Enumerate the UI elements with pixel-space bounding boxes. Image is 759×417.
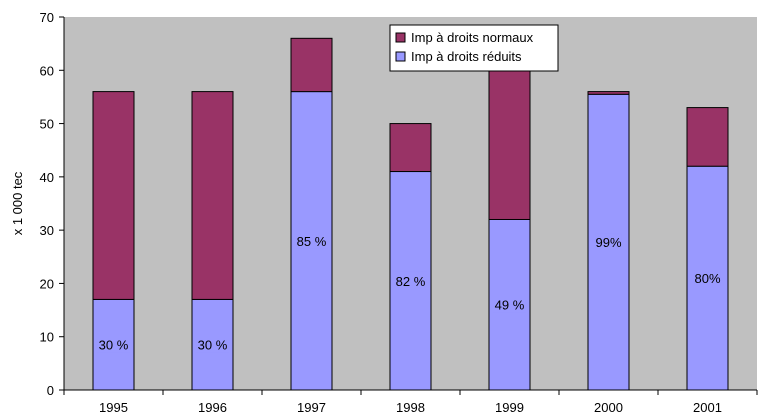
legend-box (389, 24, 559, 72)
legend-swatch-reduits (395, 51, 406, 62)
legend-label-reduits: Imp à droits réduits (411, 49, 522, 64)
y-tick-50: 50 (40, 117, 54, 132)
bar-label-bg-1997 (295, 231, 328, 249)
bar-label-1997: 85 % (297, 234, 327, 249)
legend: Imp à droits normaux Imp à droits réduits (389, 24, 559, 72)
bar-1996-normaux (191, 91, 234, 300)
legend-label-normaux: Imp à droits normaux (411, 30, 534, 45)
y-tick-10: 10 (40, 330, 54, 345)
legend-swatch-normaux (395, 32, 406, 43)
y-tick-60: 60 (40, 63, 54, 78)
x-tick-2000: 2000 (594, 400, 623, 415)
bar-label-1999: 49 % (495, 298, 525, 313)
bar-2001-normaux (686, 107, 729, 167)
y-tick-40: 40 (40, 170, 54, 185)
x-tick-1999: 1999 (495, 400, 524, 415)
x-tick-1995: 1995 (99, 400, 128, 415)
bar-label-bg-1999 (493, 295, 526, 313)
bar-label-bg-2000 (595, 233, 622, 251)
bar-label-bg-1995 (97, 335, 130, 353)
bar-label-2000: 99% (595, 235, 621, 250)
x-tick-1998: 1998 (396, 400, 425, 415)
bar-labels-group: 30 % 30 % 85 % 82 % 49 % 99% 80% (97, 231, 721, 353)
y-axis-label: x 1 000 tec (10, 171, 25, 235)
bar-label-1995: 30 % (99, 338, 129, 353)
bar-label-2001: 80% (694, 271, 720, 286)
x-tick-2001: 2001 (693, 400, 722, 415)
bar-1999-normaux (488, 69, 531, 220)
y-tick-30: 30 (40, 223, 54, 238)
bar-label-1996: 30 % (198, 338, 228, 353)
y-tick-20: 20 (40, 276, 54, 291)
bar-1998-normaux (389, 123, 432, 173)
bar-label-bg-1998 (394, 271, 427, 289)
x-tick-1996: 1996 (198, 400, 227, 415)
bar-label-1998: 82 % (396, 274, 426, 289)
bar-1997-normaux (290, 37, 333, 93)
y-tick-70: 70 (40, 10, 54, 25)
bar-label-bg-1996 (196, 335, 229, 353)
x-tick-1997: 1997 (297, 400, 326, 415)
axes-group: 0 10 20 30 40 50 60 70 1995 1996 1997 1998 1999 2000 2… (40, 10, 758, 415)
bar-label-bg-2001 (694, 269, 721, 287)
y-tick-0: 0 (47, 383, 54, 398)
bar-2000-normaux (587, 91, 630, 95)
bar-1995-normaux (92, 91, 135, 300)
